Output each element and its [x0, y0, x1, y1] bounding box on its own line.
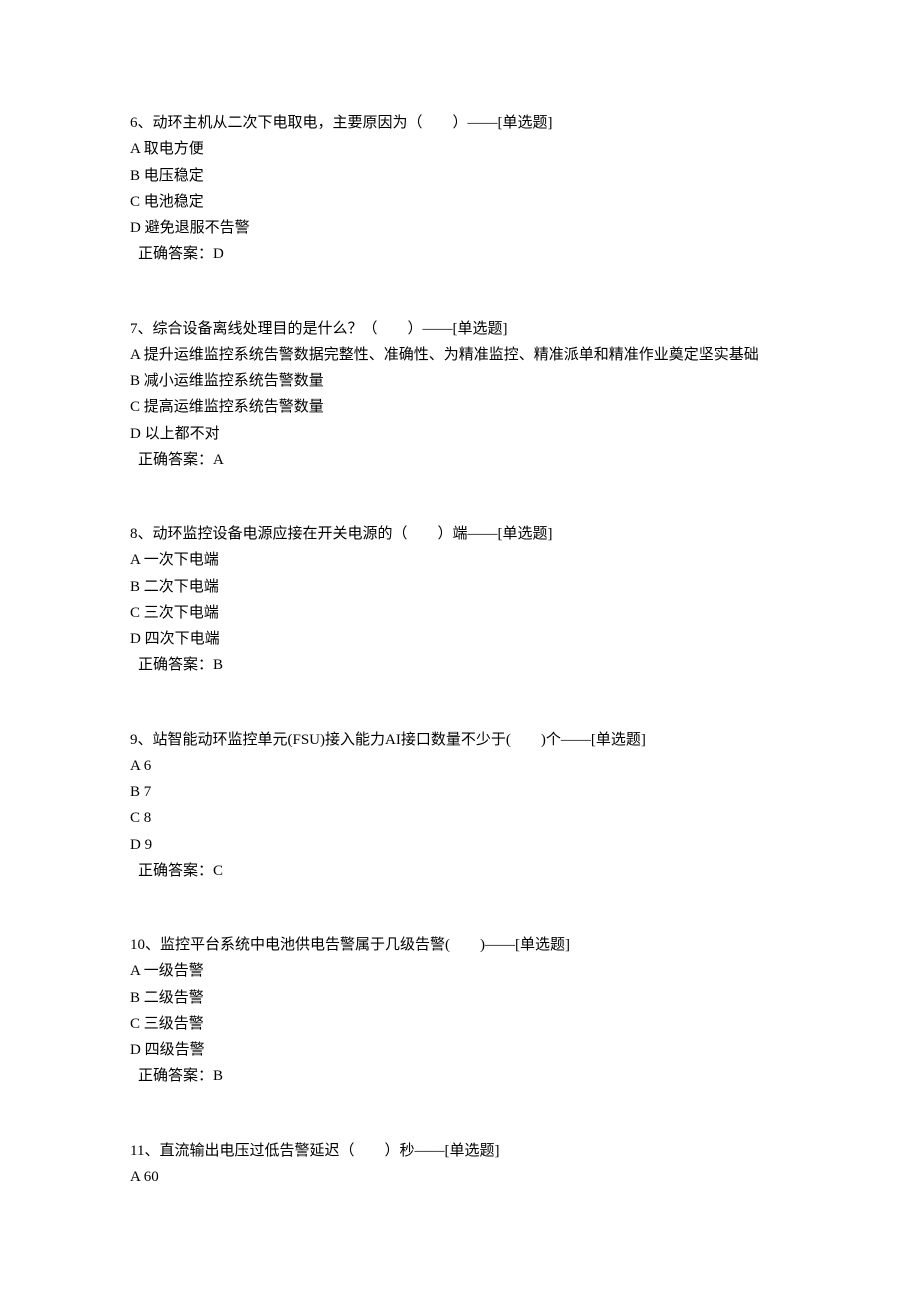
question-10: 10、监控平台系统中电池供电告警属于几级告警( )——[单选题] A 一级告警 …	[130, 932, 790, 1090]
question-8: 8、动环监控设备电源应接在开关电源的（ ）端——[单选题] A 一次下电端 B …	[130, 521, 790, 679]
option-b: B 二级告警	[130, 985, 790, 1011]
option-c: C 三级告警	[130, 1011, 790, 1037]
option-b: B 二次下电端	[130, 574, 790, 600]
option-b: B 电压稳定	[130, 163, 790, 189]
option-d: D 避免退服不告警	[130, 215, 790, 241]
option-c: C 提高运维监控系统告警数量	[130, 394, 790, 420]
option-b: B 减小运维监控系统告警数量	[130, 368, 790, 394]
option-a: A 取电方便	[130, 136, 790, 162]
question-prompt: 7、综合设备离线处理目的是什么？（ ）——[单选题]	[130, 316, 790, 342]
option-d: D 四次下电端	[130, 626, 790, 652]
question-prompt: 9、站智能动环监控单元(FSU)接入能力AI接口数量不少于( )个——[单选题]	[130, 727, 790, 753]
option-b: B 7	[130, 779, 790, 805]
correct-answer: 正确答案：B	[130, 1063, 790, 1089]
option-a: A 提升运维监控系统告警数据完整性、准确性、为精准监控、精准派单和精准作业奠定坚…	[130, 342, 790, 368]
option-d: D 以上都不对	[130, 421, 790, 447]
option-c: C 三次下电端	[130, 600, 790, 626]
correct-answer: 正确答案：A	[130, 447, 790, 473]
option-d: D 9	[130, 832, 790, 858]
option-a: A 6	[130, 753, 790, 779]
question-prompt: 11、直流输出电压过低告警延迟（ ）秒——[单选题]	[130, 1138, 790, 1164]
option-a: A 一级告警	[130, 958, 790, 984]
question-prompt: 10、监控平台系统中电池供电告警属于几级告警( )——[单选题]	[130, 932, 790, 958]
question-11: 11、直流输出电压过低告警延迟（ ）秒——[单选题] A 60	[130, 1138, 790, 1191]
option-c: C 8	[130, 805, 790, 831]
correct-answer: 正确答案：C	[130, 858, 790, 884]
option-a: A 60	[130, 1164, 790, 1190]
question-prompt: 6、动环主机从二次下电取电，主要原因为（ ）——[单选题]	[130, 110, 790, 136]
correct-answer: 正确答案：B	[130, 652, 790, 678]
question-6: 6、动环主机从二次下电取电，主要原因为（ ）——[单选题] A 取电方便 B 电…	[130, 110, 790, 268]
option-a: A 一次下电端	[130, 547, 790, 573]
option-c: C 电池稳定	[130, 189, 790, 215]
question-9: 9、站智能动环监控单元(FSU)接入能力AI接口数量不少于( )个——[单选题]…	[130, 727, 790, 885]
correct-answer: 正确答案：D	[130, 241, 790, 267]
question-7: 7、综合设备离线处理目的是什么？（ ）——[单选题] A 提升运维监控系统告警数…	[130, 316, 790, 474]
option-d: D 四级告警	[130, 1037, 790, 1063]
question-prompt: 8、动环监控设备电源应接在开关电源的（ ）端——[单选题]	[130, 521, 790, 547]
